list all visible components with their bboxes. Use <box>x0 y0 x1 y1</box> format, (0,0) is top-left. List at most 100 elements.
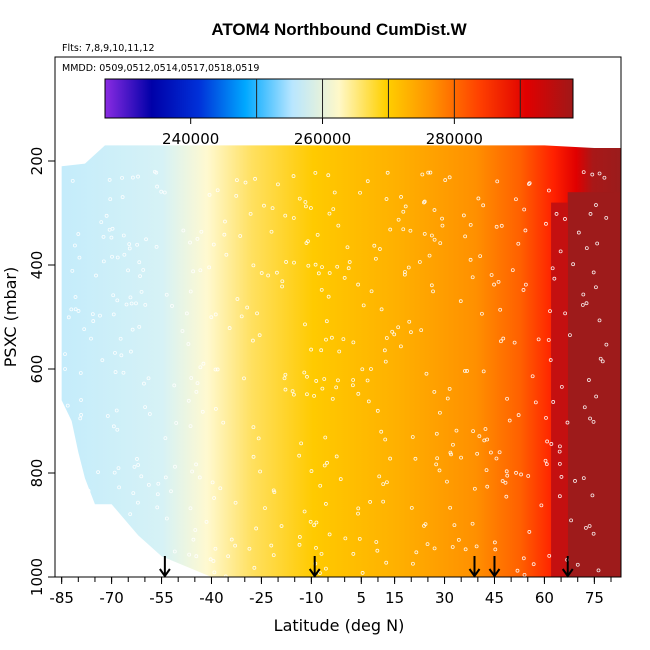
track-dot <box>336 378 340 383</box>
track-dot <box>590 172 595 177</box>
track-dot <box>165 560 170 565</box>
track-dot <box>302 370 307 375</box>
track-dot <box>238 234 243 238</box>
track-dot <box>429 233 434 238</box>
track-dot <box>271 488 276 493</box>
track-dot <box>510 268 515 273</box>
track-dot <box>283 213 288 218</box>
track-dot <box>396 217 401 222</box>
track-dot <box>591 531 596 536</box>
track-dot <box>251 454 256 459</box>
track-dot <box>401 227 406 232</box>
dark-red-band <box>551 192 621 577</box>
track-dot <box>272 490 277 495</box>
track-dot <box>156 481 161 486</box>
track-dot <box>188 506 193 511</box>
track-dot <box>222 232 227 237</box>
track-dot <box>96 470 100 475</box>
track-dot <box>269 229 274 234</box>
track-dot <box>105 525 110 530</box>
track-dot <box>550 266 555 271</box>
track-dot <box>126 268 130 273</box>
track-dot <box>101 259 106 264</box>
track-dot <box>193 528 198 532</box>
track-dot <box>403 204 408 209</box>
track-dot <box>496 279 501 284</box>
track-dot <box>375 408 380 413</box>
track-dot <box>597 318 602 323</box>
track-dot <box>199 229 204 234</box>
track-dot <box>584 525 588 530</box>
track-dot <box>70 269 75 273</box>
track-dot <box>539 503 544 508</box>
track-dot <box>342 276 347 280</box>
dark-band <box>567 192 621 577</box>
track-dot <box>239 314 244 319</box>
track-dot <box>366 399 371 404</box>
track-dot <box>527 530 532 534</box>
track-dot <box>584 301 589 306</box>
track-dot <box>559 384 564 389</box>
track-dot <box>212 570 217 575</box>
track-dot <box>594 285 598 290</box>
track-dot <box>384 197 389 201</box>
track-dot <box>424 371 429 376</box>
track-dot <box>218 486 223 491</box>
track-dot <box>445 396 450 401</box>
track-dot <box>571 262 575 267</box>
track-dot <box>207 192 212 197</box>
y-tick-label: 1000 <box>28 558 46 596</box>
track-dot <box>251 263 256 268</box>
track-dot <box>437 468 442 473</box>
track-dot <box>320 386 325 391</box>
track-dot <box>184 311 189 316</box>
track-dot <box>356 511 360 516</box>
x-tick-label: 30 <box>435 589 454 607</box>
track-dot <box>189 376 194 380</box>
track-dot <box>516 241 521 246</box>
track-dot <box>544 221 548 226</box>
track-dot <box>200 409 205 414</box>
track-dot <box>604 342 609 347</box>
track-dot <box>533 400 538 405</box>
flight-arrow-head <box>561 568 574 578</box>
track-dot <box>299 441 304 446</box>
track-dot <box>356 391 361 396</box>
x-tick-label: 45 <box>485 589 504 607</box>
track-dot <box>591 270 596 275</box>
track-dot <box>558 249 563 254</box>
track-dot <box>554 212 559 216</box>
track-dot <box>429 283 434 288</box>
track-dot <box>327 211 332 216</box>
track-dot <box>139 289 144 294</box>
track-dot <box>322 377 327 381</box>
track-dot <box>195 381 200 385</box>
track-dot <box>324 337 328 342</box>
track-dot <box>173 464 177 469</box>
track-dot <box>208 557 213 562</box>
track-dot <box>427 253 432 258</box>
track-dot <box>591 419 596 424</box>
track-dot <box>198 268 203 273</box>
track-dot <box>512 340 517 345</box>
track-dot <box>569 518 573 523</box>
track-dot <box>581 170 586 175</box>
track-dot <box>334 385 339 390</box>
track-dot <box>595 241 600 246</box>
track-dot <box>334 454 339 459</box>
track-dot <box>188 240 192 245</box>
track-dot <box>563 217 567 221</box>
track-dot <box>113 350 117 355</box>
track-dot <box>483 427 488 431</box>
track-dot <box>129 301 134 306</box>
track-dot <box>356 506 361 511</box>
track-dot <box>111 571 116 576</box>
track-dot <box>306 263 311 268</box>
x-tick-label: -25 <box>249 589 274 607</box>
track-dot <box>257 333 262 338</box>
flight-arrow-head <box>468 568 481 578</box>
track-dot <box>162 190 167 195</box>
track-dot <box>194 554 199 559</box>
track-dot <box>146 482 151 487</box>
track-dot <box>417 260 422 264</box>
